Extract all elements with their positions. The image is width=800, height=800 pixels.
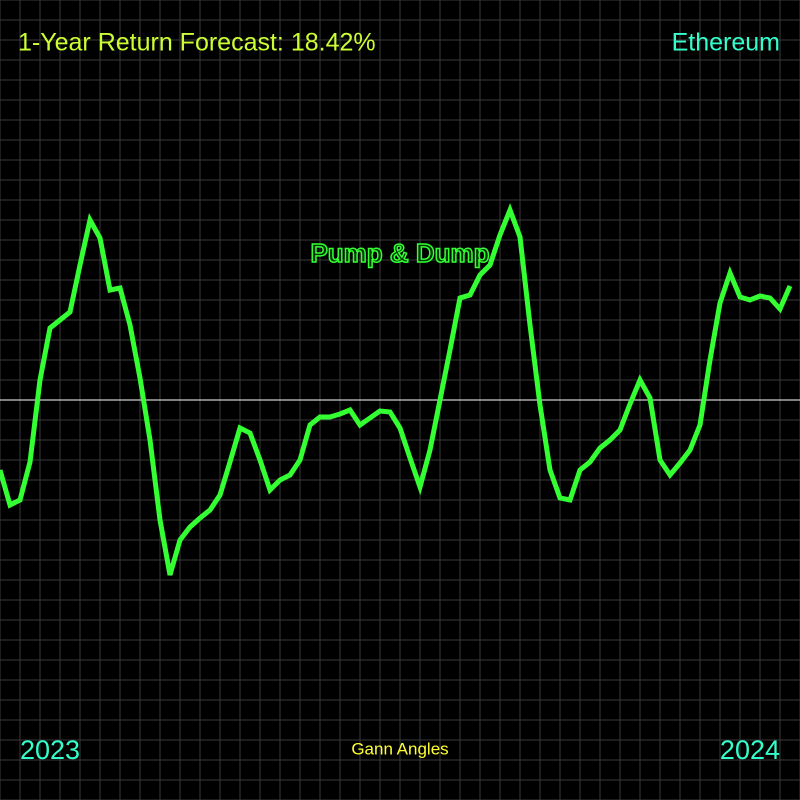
chart-subtitle: Ethereum (672, 29, 780, 57)
price-line (0, 203, 793, 576)
start-label: 2023 (20, 735, 80, 765)
chart-title: 1-Year Return Forecast: 18.42% (18, 29, 376, 57)
event-label: Pump & Dump (310, 238, 489, 268)
end-label: 2024 (720, 735, 780, 765)
plot (0, 203, 800, 576)
footer-label: Gann Angles (351, 739, 448, 758)
